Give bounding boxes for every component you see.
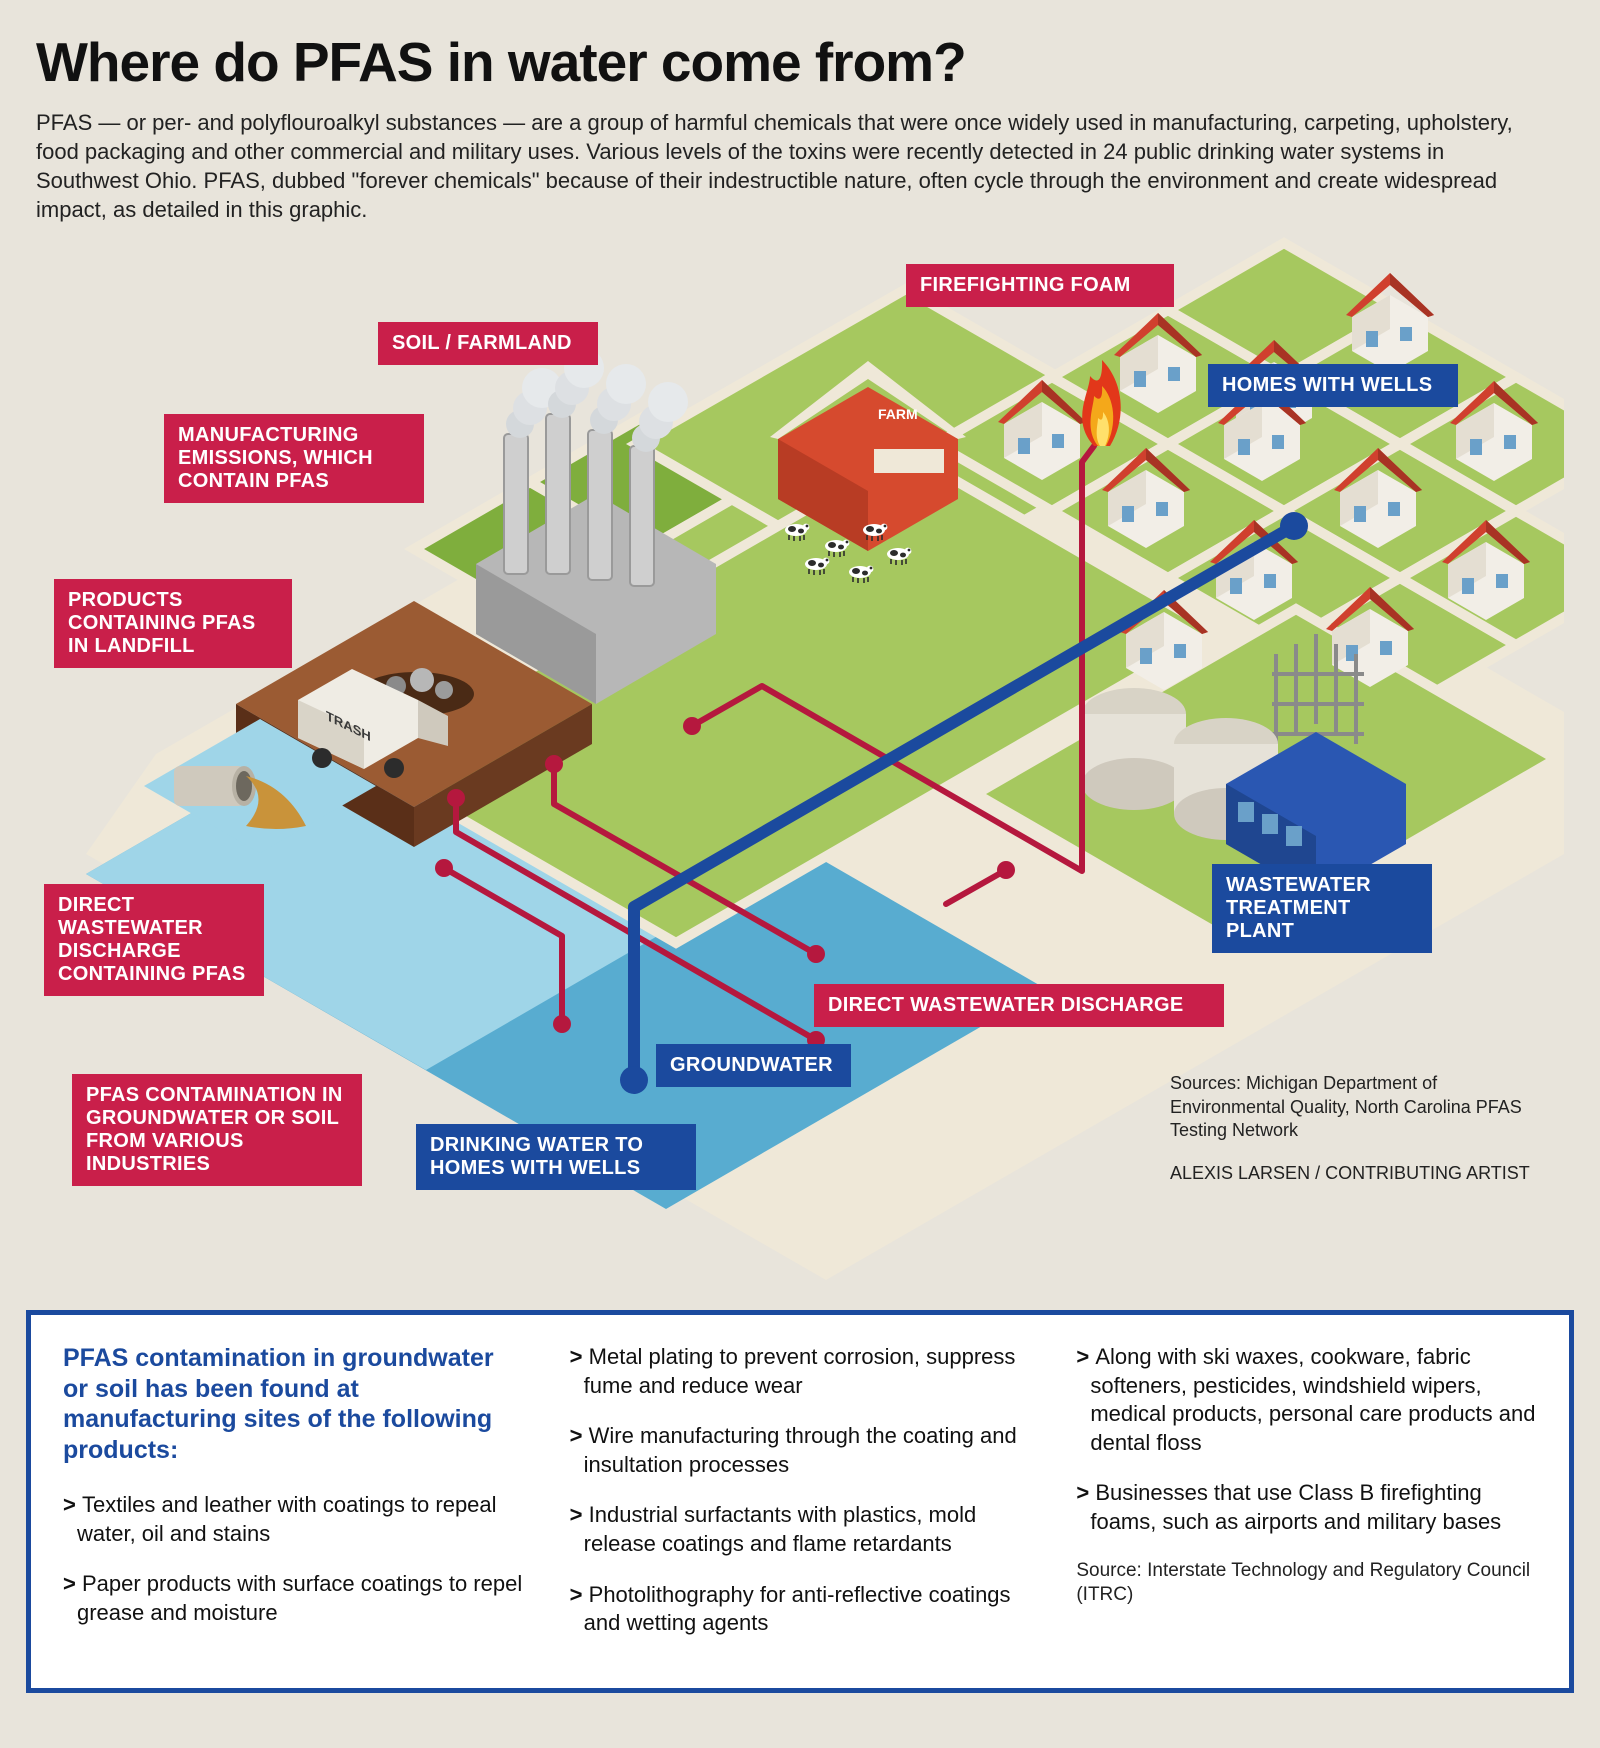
infographic-diagram: FARM TRASH (36, 234, 1564, 1314)
barn-sign: FARM (878, 406, 918, 422)
label-discharge-right: DIRECT WASTEWATER DISCHARGE (814, 984, 1224, 1027)
source-credit: Sources: Michigan Department of Environm… (1170, 1072, 1540, 1142)
label-drinking: DRINKING WATER TO HOMES WITH WELLS (416, 1124, 696, 1190)
box-item: Textiles and leather with coatings to re… (63, 1491, 524, 1548)
products-box: PFAS contamination in groundwater or soi… (26, 1310, 1574, 1693)
label-emissions: MANUFACTURING EMISSIONS, WHICH CONTAIN P… (164, 414, 424, 503)
box-lead: PFAS contamination in groundwater or soi… (63, 1343, 524, 1465)
page-title: Where do PFAS in water come from? (36, 30, 1564, 94)
artist-credit: ALEXIS LARSEN / CONTRIBUTING ARTIST (1170, 1162, 1540, 1185)
label-homes: HOMES WITH WELLS (1208, 364, 1458, 407)
box-item: Paper products with surface coatings to … (63, 1570, 524, 1627)
box-item: Industrial surfactants with plastics, mo… (570, 1501, 1031, 1558)
box-item: Photolithography for anti-reflective coa… (570, 1581, 1031, 1638)
label-treatment: WASTEWATER TREATMENT PLANT (1212, 864, 1432, 953)
label-contamination: PFAS CONTAMINATION IN GROUNDWATER OR SOI… (72, 1074, 362, 1186)
label-groundwater: GROUNDWATER (656, 1044, 851, 1087)
box-item: Along with ski waxes, cookware, fabric s… (1076, 1343, 1537, 1457)
label-soil: SOIL / FARMLAND (378, 322, 598, 365)
box-item: Metal plating to prevent corrosion, supp… (570, 1343, 1031, 1400)
label-firefighting: FIREFIGHTING FOAM (906, 264, 1174, 307)
label-landfill: PRODUCTS CONTAINING PFAS IN LANDFILL (54, 579, 292, 668)
label-discharge-left: DIRECT WASTEWATER DISCHARGE CONTAINING P… (44, 884, 264, 996)
intro-paragraph: PFAS — or per- and polyflouroalkyl subst… (36, 108, 1536, 224)
box-item: Businesses that use Class B firefighting… (1076, 1479, 1537, 1536)
box-source: Source: Interstate Technology and Regula… (1076, 1559, 1537, 1608)
box-item: Wire manufacturing through the coating a… (570, 1422, 1031, 1479)
